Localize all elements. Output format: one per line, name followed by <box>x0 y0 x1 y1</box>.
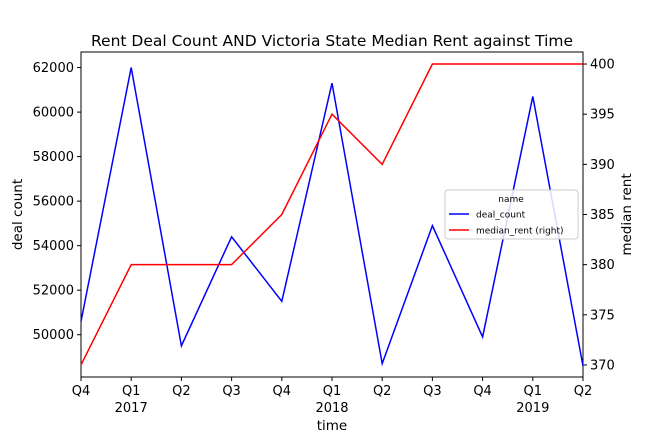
x-tick-label: Q3 <box>423 384 442 399</box>
x-tick-label: Q4 <box>72 384 91 399</box>
x-year-label: 2019 <box>516 401 549 416</box>
y-tick-label-right: 395 <box>590 108 615 123</box>
legend-title: name <box>498 195 524 205</box>
x-axis: Q4 Q1 Q2 Q3 Q4 Q1 Q2 Q3 Q4 Q1 Q2 2017 2018 2019 <box>72 377 593 416</box>
y-tick-label-right: 370 <box>590 358 615 373</box>
x-tick-label: Q3 <box>222 384 241 399</box>
legend-label-median-rent: median_rent (right) <box>476 227 564 237</box>
x-tick-label: Q2 <box>574 384 593 399</box>
series-lines <box>80 63 584 367</box>
y-tick-label-left: 62000 <box>33 61 74 76</box>
y-tick-label-right: 390 <box>590 158 615 173</box>
series-line-median-rent-right <box>80 63 583 366</box>
y-tick-label-right: 380 <box>590 258 615 273</box>
legend-label-deal-count: deal_count <box>476 211 526 221</box>
x-tick-label: Q2 <box>172 384 191 399</box>
x-tick-label: Q1 <box>524 384 543 399</box>
y-tick-label-left: 60000 <box>33 106 74 121</box>
right-y-axis: 370 375 380 385 390 395 400 <box>583 58 615 373</box>
y-tick-label-left: 56000 <box>33 195 74 210</box>
x-tick-label: Q4 <box>273 384 292 399</box>
x-tick-label: Q2 <box>373 384 392 399</box>
y-axis-title-right: median rent <box>619 173 635 255</box>
x-year-label: 2018 <box>315 401 348 416</box>
y-tick-label-right: 400 <box>590 58 615 73</box>
y-tick-label-right: 375 <box>590 308 615 323</box>
y-tick-label-left: 54000 <box>33 239 74 254</box>
x-axis-title: time <box>317 418 348 432</box>
y-tick-label-left: 58000 <box>33 150 74 165</box>
y-tick-label-right: 385 <box>590 208 615 223</box>
legend: name deal_count median_rent (right) <box>444 189 579 240</box>
legend-box <box>444 189 579 240</box>
series-line-deal-count <box>80 67 584 367</box>
chart-title: Rent Deal Count AND Victoria State Media… <box>91 32 573 50</box>
left-y-axis: 50000 52000 54000 56000 58000 60000 62000 <box>33 61 81 343</box>
y-tick-label-left: 50000 <box>33 328 74 343</box>
y-axis-title-left: deal count <box>10 179 26 250</box>
x-tick-label: Q1 <box>122 384 141 399</box>
x-tick-label: Q4 <box>473 384 492 399</box>
x-year-label: 2017 <box>115 401 148 416</box>
x-tick-label: Q1 <box>323 384 342 399</box>
y-tick-label-left: 52000 <box>33 284 74 299</box>
